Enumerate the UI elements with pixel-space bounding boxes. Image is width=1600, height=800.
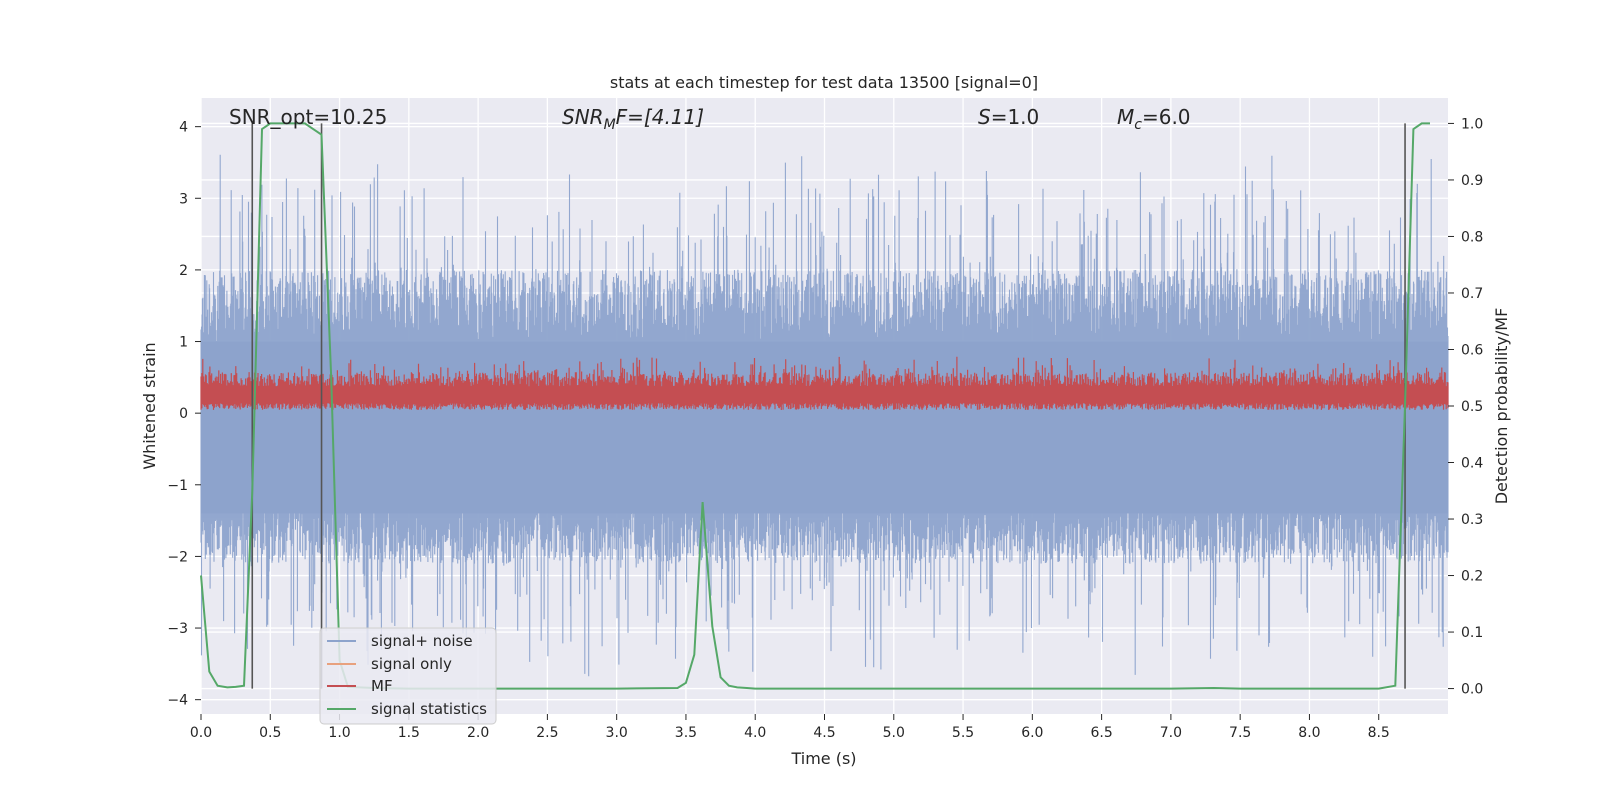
annotation-mc-sub: c (1134, 117, 1142, 133)
x-tick-label: 2.0 (467, 725, 489, 741)
annotation-s-rest: =1.0 (991, 105, 1040, 129)
y-tick-labels: −4 −3 −2 −1 0 1 2 3 4 (167, 120, 201, 709)
annotation-s-main: S (978, 105, 991, 129)
y-right-tick-label: 0.5 (1461, 399, 1483, 415)
series-signal-statistics (200, 122, 1430, 690)
signal-statistics-line (200, 122, 1430, 690)
y-tick-label: −2 (167, 549, 188, 565)
x-tick-label: 8.0 (1298, 725, 1320, 741)
y-right-tick-labels: 0.0 0.1 0.2 0.3 0.4 0.5 0.6 0.7 0.8 0.9 1.0 (1448, 116, 1483, 698)
y-right-tick-label: 0.9 (1461, 173, 1483, 189)
series-signal-noise (200, 154, 1449, 677)
chart-title: stats at each timestep for test data 135… (610, 73, 1038, 92)
y-right-tick-label: 0.7 (1461, 286, 1483, 302)
y-right-tick-label: 0.2 (1461, 569, 1483, 585)
x-tick-label: 2.5 (536, 725, 558, 741)
x-tick-label: 7.0 (1160, 725, 1182, 741)
x-tick-label: 1.5 (398, 725, 420, 741)
x-tick-labels: 0.0 0.5 1.0 1.5 2.0 2.5 3.0 3.5 4.0 4.5 5.0 5.5 6.0 6… (190, 714, 1390, 741)
y-tick-label: 2 (179, 263, 188, 279)
annotation-snr-mf: SNRMF=[4.11] (562, 105, 704, 133)
x-tick-label: 5.0 (883, 725, 905, 741)
x-tick-label: 8.5 (1368, 725, 1390, 741)
x-tick-label: 3.5 (675, 725, 697, 741)
annotation-snr-mf-sub: M (604, 117, 616, 133)
mf-line (200, 356, 1449, 410)
signal-noise-core (201, 341, 1448, 514)
y-tick-label: −3 (167, 621, 188, 637)
y-right-tick-label: 0.1 (1461, 625, 1483, 641)
y-right-tick-label: 0.3 (1461, 512, 1483, 528)
y-right-tick-label: 1.0 (1461, 116, 1483, 132)
x-tick-label: 6.5 (1090, 725, 1112, 741)
y-tick-label: 1 (179, 335, 188, 351)
annotation-mc: Mc=6.0 (1117, 105, 1191, 133)
y-tick-label: −1 (167, 478, 188, 494)
legend-label-signal-only: signal only (371, 655, 452, 673)
series-mf (200, 356, 1449, 410)
y-right-tick-label: 0.6 (1461, 342, 1483, 358)
x-tick-label: 0.0 (190, 725, 212, 741)
x-axis-label: Time (s) (790, 749, 856, 768)
y-tick-label: −4 (167, 693, 188, 709)
y-right-tick-label: 0.8 (1461, 229, 1483, 245)
annotation-snr-mf-main: SNR (562, 105, 604, 129)
y-right-tick-label: 0.4 (1461, 456, 1483, 472)
annotation-mc-rest: =6.0 (1142, 105, 1191, 129)
x-tick-label: 0.5 (259, 725, 281, 741)
y-axis-label: Whitened strain (140, 342, 159, 469)
y-tick-label: 0 (179, 406, 188, 422)
annotation-snr-opt: SNR_opt=10.25 (229, 105, 387, 129)
legend-label-signal-statistics: signal statistics (371, 700, 487, 718)
legend: signal+ noise signal only MF signal stat… (319, 627, 497, 725)
legend-box (319, 627, 497, 725)
legend-label-mf: MF (371, 677, 393, 695)
x-tick-label: 3.0 (606, 725, 628, 741)
annotation-snr-mf-rest: F=[4.11] (616, 105, 704, 129)
y-tick-label: 3 (179, 191, 188, 207)
x-tick-label: 1.0 (328, 725, 350, 741)
x-tick-label: 5.5 (952, 725, 974, 741)
y-right-axis-label: Detection probability/MF (1492, 308, 1511, 505)
x-tick-label: 4.0 (744, 725, 766, 741)
annotation-mc-main: M (1117, 105, 1134, 129)
x-tick-label: 4.5 (813, 725, 835, 741)
x-tick-label: 6.0 (1021, 725, 1043, 741)
legend-label-signal-noise: signal+ noise (371, 632, 473, 650)
annotation-s: S=1.0 (978, 105, 1039, 129)
y-right-tick-label: 0.0 (1461, 682, 1483, 698)
x-tick-label: 7.5 (1229, 725, 1251, 741)
y-tick-label: 4 (179, 120, 188, 136)
